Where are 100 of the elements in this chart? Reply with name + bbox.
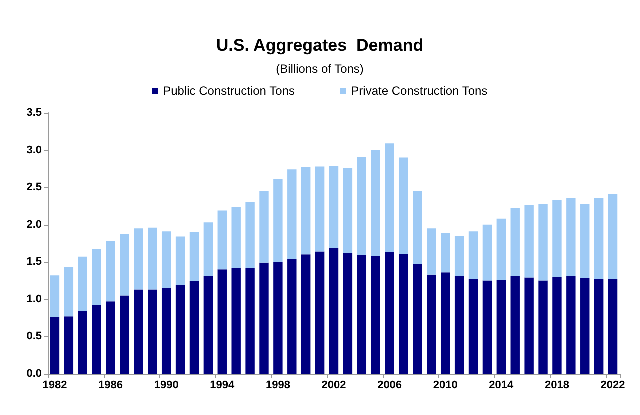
bar <box>608 194 618 280</box>
bar <box>482 280 492 374</box>
bar <box>232 206 241 268</box>
bar <box>246 268 255 374</box>
bar <box>413 264 422 374</box>
x-tick-label: 1998 <box>266 380 290 392</box>
y-tick-label: 3.0 <box>26 144 42 156</box>
bar <box>343 253 353 374</box>
bar <box>441 233 450 273</box>
bar <box>218 270 227 374</box>
bar <box>552 277 562 374</box>
legend-label: Private Construction Tons <box>351 84 488 98</box>
bar <box>441 272 450 374</box>
bar <box>50 276 60 318</box>
x-tick-label: 1994 <box>210 380 236 392</box>
bar <box>566 198 576 276</box>
bar <box>357 255 367 374</box>
y-tick-label: 0.0 <box>26 368 42 380</box>
chart-title: U.S. Aggregates Demand <box>216 36 424 55</box>
bar <box>78 256 88 312</box>
bar <box>552 200 562 278</box>
bar <box>399 158 408 254</box>
bar <box>260 191 269 263</box>
y-tick-label: 2.0 <box>26 218 42 231</box>
x-tick-label: 2002 <box>322 380 346 392</box>
bar <box>134 290 144 374</box>
bar <box>524 278 534 374</box>
bar <box>190 232 200 282</box>
bar <box>371 256 380 374</box>
bar <box>566 276 576 374</box>
legend-label: Public Construction Tons <box>163 84 295 98</box>
y-tick-label: 1.5 <box>26 256 42 268</box>
bar <box>538 204 548 281</box>
bar <box>413 191 422 264</box>
x-tick-label: 2010 <box>433 380 458 392</box>
bar <box>64 267 74 317</box>
x-tick-label: 2006 <box>378 380 402 392</box>
bar <box>148 290 158 374</box>
bar <box>580 278 590 374</box>
bar <box>148 228 158 290</box>
bar <box>274 179 283 262</box>
x-tick-label: 1990 <box>154 380 179 392</box>
bar <box>246 202 255 268</box>
bar <box>260 262 269 374</box>
bar <box>427 228 436 275</box>
bar <box>385 144 394 252</box>
bar <box>301 254 311 374</box>
bar <box>510 208 520 276</box>
x-tick-label: 2022 <box>600 380 626 392</box>
bar <box>288 170 297 260</box>
x-tick-label: 2014 <box>489 380 515 392</box>
bar <box>92 249 102 306</box>
bar <box>371 150 380 256</box>
bar <box>454 276 464 374</box>
bar <box>538 280 548 374</box>
bar <box>357 156 367 256</box>
bar <box>120 296 130 374</box>
bar <box>580 204 590 279</box>
bar <box>399 254 408 374</box>
x-tick-label: 2018 <box>544 380 570 392</box>
bar <box>134 228 144 290</box>
y-tick-label: 2.5 <box>26 182 42 194</box>
chart-subtitle: (Billions of Tons) <box>276 62 364 76</box>
bar <box>468 232 478 280</box>
bar <box>106 302 116 374</box>
bar <box>204 222 214 276</box>
bar <box>120 234 130 296</box>
bar <box>50 317 60 374</box>
bar <box>329 248 339 374</box>
bar <box>510 276 520 374</box>
bar <box>594 279 604 374</box>
bar <box>190 282 200 374</box>
bar <box>64 316 74 374</box>
bar <box>468 279 478 374</box>
bar <box>496 280 506 374</box>
bar <box>274 262 283 374</box>
bar <box>232 268 241 374</box>
bar <box>92 305 102 374</box>
bar <box>288 259 297 374</box>
bar <box>594 198 604 280</box>
bar <box>496 218 506 280</box>
bar <box>608 279 618 374</box>
bar <box>454 236 464 276</box>
y-tick-label: 1.0 <box>26 293 42 306</box>
bar <box>329 166 339 248</box>
bar <box>204 276 214 374</box>
x-tick-label: 1982 <box>42 380 68 392</box>
bar <box>176 285 186 374</box>
y-tick-label: 0.5 <box>26 330 42 343</box>
bar <box>162 232 172 288</box>
bar <box>524 205 534 278</box>
bar <box>385 252 394 374</box>
y-tick-label: 3.5 <box>26 107 42 119</box>
x-tick-label: 1986 <box>98 380 124 392</box>
bar <box>315 252 325 374</box>
bar <box>218 210 227 270</box>
bar <box>176 236 186 286</box>
bar <box>427 274 436 374</box>
bar <box>78 311 88 374</box>
bar <box>315 166 325 252</box>
